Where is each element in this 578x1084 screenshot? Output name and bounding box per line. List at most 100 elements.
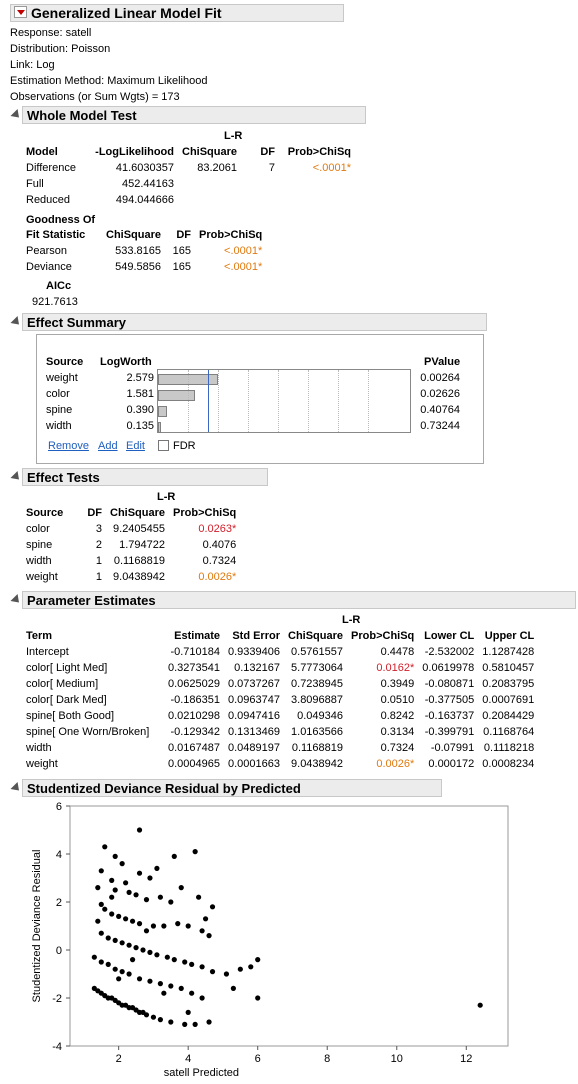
col-header: ChiSquare (110, 507, 166, 519)
effect-tests-header[interactable]: Effect Tests (22, 468, 268, 486)
cell: color[ Dark Med] (26, 694, 107, 706)
data-point (206, 1019, 212, 1025)
add-link[interactable]: Add (98, 440, 118, 452)
data-point (133, 945, 139, 951)
cell: 1.1287428 (482, 646, 535, 658)
cell: 0.1313469 (228, 726, 280, 738)
whole-model-header[interactable]: Whole Model Test (22, 106, 366, 124)
es-logworth-bar (158, 422, 162, 433)
data-point (143, 928, 150, 934)
report-menu-button[interactable] (14, 6, 27, 18)
fdr-checkbox[interactable] (158, 440, 169, 451)
data-point (98, 930, 104, 936)
data-point (143, 897, 150, 903)
data-point (189, 961, 195, 967)
cell: 3.8096887 (291, 694, 344, 706)
edit-link[interactable]: Edit (126, 440, 145, 452)
cell: weight (26, 571, 58, 583)
es-logworth-value: 0.135 (126, 420, 154, 432)
y-tick-label: 0 (56, 945, 62, 957)
cell: 5.7773064 (291, 662, 344, 674)
effect-tests-title: Effect Tests (27, 470, 100, 485)
disclosure-triangle-icon[interactable] (10, 781, 23, 795)
data-point (209, 904, 216, 910)
disclosure-triangle-icon[interactable] (10, 108, 23, 122)
table-row: weight 0.0004965 0.0001663 9.0438942 0.0026*… (22, 756, 538, 772)
gridline (248, 370, 249, 432)
remove-link[interactable]: Remove (48, 440, 89, 452)
table-row: Full 452.44163 (22, 176, 355, 192)
data-point (102, 844, 108, 850)
x-tick-label: 12 (460, 1053, 472, 1065)
logworth-plot-frame (157, 369, 411, 433)
col-header: Prob>ChiSq (199, 229, 263, 241)
table-row: Reduced 494.044666 (22, 192, 355, 208)
data-point (161, 923, 167, 929)
parameter-estimates-header[interactable]: Parameter Estimates (22, 591, 576, 609)
es-pvalue: 0.73244 (420, 420, 460, 432)
cell: color[ Light Med] (26, 662, 108, 674)
data-point (123, 880, 129, 886)
cell: 41.6030357 (115, 162, 174, 174)
data-point (237, 966, 243, 972)
data-point (175, 921, 181, 927)
disclosure-triangle-icon[interactable] (10, 315, 23, 329)
cell: 0.1168819 (113, 555, 166, 567)
cell: 0.7238945 (291, 678, 344, 690)
cell: 0.0263* (198, 523, 237, 535)
es-col-pvalue: PValue (424, 356, 461, 368)
cell: 1.0163566 (291, 726, 344, 738)
gof-header-line1: Goodness Of (26, 214, 96, 226)
info-response: Response: satell (10, 27, 92, 39)
data-point (157, 981, 163, 987)
cell: 0.2083795 (482, 678, 535, 690)
table-header-row: Source DF ChiSquare Prob>ChiSq (22, 505, 240, 521)
es-logworth-bar (158, 406, 168, 417)
col-header: Prob>ChiSq (351, 630, 415, 642)
data-point (154, 865, 160, 871)
y-tick-label: 6 (56, 801, 62, 813)
data-point (109, 877, 115, 883)
residual-plot-header[interactable]: Studentized Deviance Residual by Predict… (22, 779, 442, 797)
cell: 0.0026* (198, 571, 237, 583)
cell: 0.0026* (376, 758, 415, 770)
x-tick-label: 2 (116, 1053, 122, 1065)
data-point (116, 976, 122, 982)
cell: -0.710184 (170, 646, 220, 658)
data-point (182, 1021, 188, 1027)
data-point (126, 889, 132, 895)
data-point (157, 894, 163, 900)
col-header: Prob>ChiSq (173, 507, 237, 519)
cell: weight (26, 758, 58, 770)
data-point (102, 906, 108, 912)
data-point (168, 1019, 174, 1025)
data-point (182, 959, 188, 965)
data-point (112, 966, 118, 972)
disclosure-triangle-icon[interactable] (10, 593, 23, 607)
cell: 0.7324 (380, 742, 415, 754)
col-header: Lower CL (424, 630, 475, 642)
x-tick-label: 6 (255, 1053, 261, 1065)
data-point (157, 1017, 163, 1023)
data-point (196, 894, 202, 900)
data-point (98, 959, 104, 965)
cell: 9.0438942 (113, 571, 166, 583)
cell: -0.186351 (170, 694, 220, 706)
effect-summary-header[interactable]: Effect Summary (22, 313, 487, 331)
cell: 1 (95, 555, 102, 567)
data-point (255, 995, 261, 1001)
cell: 0.5810457 (482, 662, 535, 674)
col-header: ChiSquare (106, 229, 162, 241)
cell: 0.000172 (428, 758, 475, 770)
cell: -0.399791 (424, 726, 475, 738)
data-point (91, 954, 97, 960)
data-point (168, 983, 174, 989)
gridline (278, 370, 279, 432)
cell: Reduced (26, 194, 71, 206)
cell: Intercept (26, 646, 69, 658)
x-tick-label: 8 (324, 1053, 330, 1065)
disclosure-triangle-icon[interactable] (10, 470, 23, 484)
es-col-logworth: LogWorth (100, 356, 152, 368)
data-point (199, 995, 205, 1001)
cell: 165 (172, 261, 192, 273)
